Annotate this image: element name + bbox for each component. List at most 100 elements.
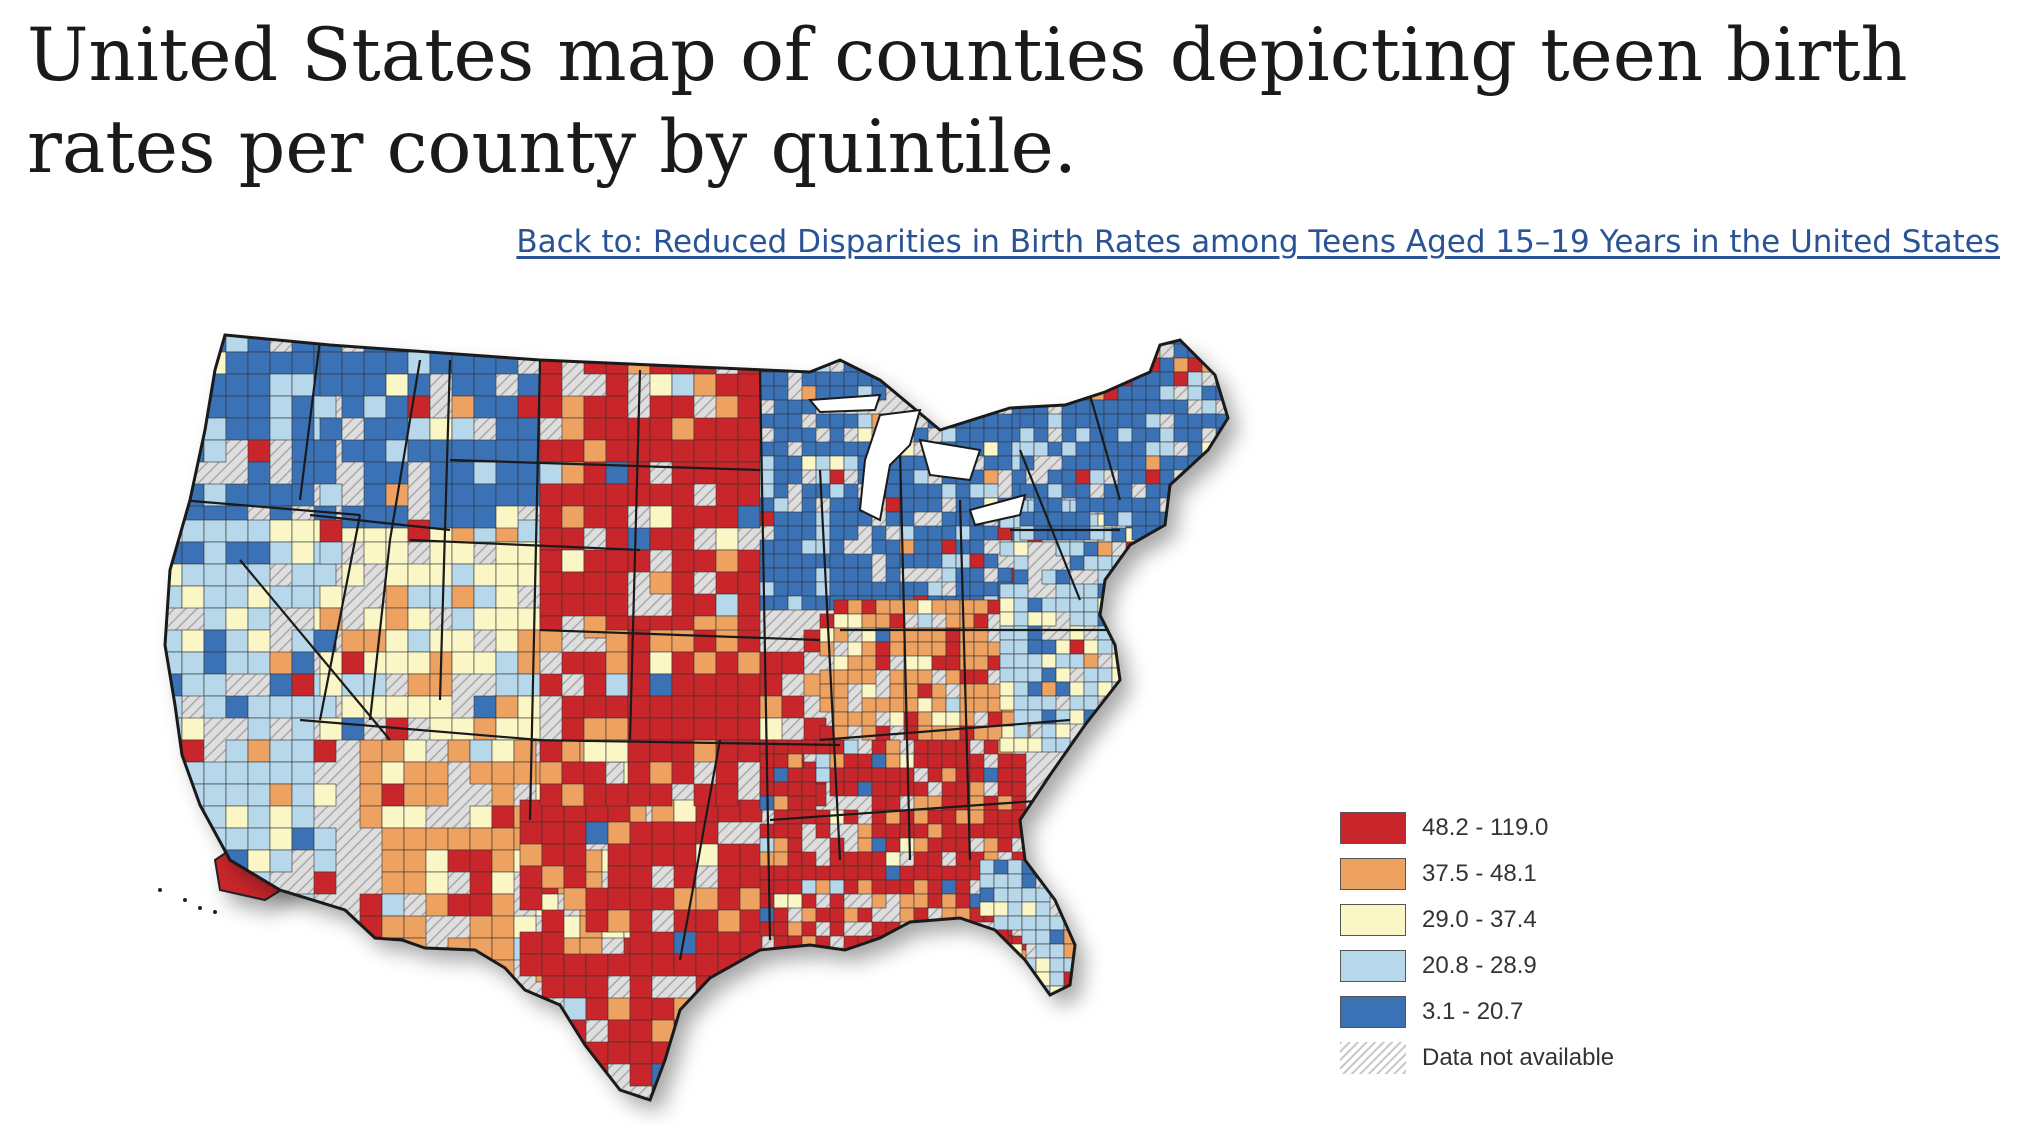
county-tile: [740, 1108, 762, 1126]
county-tile: [341, 439, 365, 463]
county-tile: [1125, 611, 1141, 627]
county-tile: [857, 553, 873, 569]
county-tile: [407, 695, 431, 719]
county-tile: [993, 887, 1009, 903]
county-tile: [203, 783, 227, 807]
county-tile: [983, 935, 999, 951]
county-tile: [718, 1108, 740, 1126]
county-tile: [899, 949, 915, 965]
back-link[interactable]: Back to: Reduced Disparities in Birth Ra…: [516, 224, 2000, 260]
county-tile: [955, 553, 971, 569]
county-tile: [1145, 497, 1161, 513]
county-tile: [715, 461, 739, 485]
choropleth-svg: [158, 333, 1230, 1126]
county-tile: [1061, 455, 1077, 471]
county-tile: [941, 767, 957, 783]
county-tile: [165, 651, 183, 675]
county-tile: [291, 585, 315, 609]
county-tile: [1013, 737, 1029, 753]
county-tile: [829, 455, 845, 471]
county-tile: [1011, 977, 1027, 993]
county-tile: [541, 909, 565, 933]
county-tile: [715, 695, 739, 719]
county-tile: [801, 851, 817, 867]
legend-label: 37.5 - 48.1: [1422, 860, 1537, 887]
county-tile: [1187, 469, 1203, 485]
county-tile: [627, 761, 651, 785]
county-tile: [451, 461, 475, 485]
county-tile: [917, 669, 933, 685]
county-tile: [363, 373, 387, 397]
county-tile: [1019, 371, 1035, 387]
county-tile: [539, 673, 563, 697]
county-tile: [739, 909, 763, 933]
county-tile: [269, 483, 293, 507]
county-tile: [1145, 385, 1161, 401]
county-tile: [627, 783, 651, 807]
county-tile: [857, 851, 873, 867]
county-tile: [913, 963, 929, 979]
county-tile: [983, 455, 999, 471]
county-tile: [979, 859, 995, 875]
county-tile: [801, 921, 817, 937]
county-tile: [1201, 335, 1217, 345]
county-tile: [715, 373, 739, 397]
county-tile: [999, 681, 1015, 697]
county-tile: [671, 695, 695, 719]
county-tile: [563, 821, 587, 845]
county-tile: [819, 725, 835, 741]
county-tile: [843, 335, 859, 345]
county-tile: [673, 1041, 697, 1065]
county-tile: [605, 527, 629, 551]
county-tile: [519, 1085, 543, 1100]
county-tile: [1117, 385, 1133, 401]
county-tile: [871, 739, 887, 755]
county-tile: [539, 593, 563, 617]
county-tile: [385, 351, 409, 375]
county-tile: [997, 441, 1013, 457]
county-tile: [1027, 681, 1043, 697]
county-tile: [225, 585, 249, 609]
county-tile: [889, 613, 905, 629]
county-tile: [381, 739, 405, 763]
county-tile: [291, 373, 315, 397]
county-tile: [561, 335, 585, 353]
county-tile: [829, 991, 845, 1007]
county-tile: [787, 525, 803, 541]
county-tile: [583, 673, 607, 697]
county-tile: [1033, 413, 1049, 429]
county-tile: [1103, 497, 1119, 513]
county-tile: [1117, 441, 1133, 457]
county-tile: [629, 887, 653, 911]
county-tile: [495, 483, 519, 507]
county-tile: [269, 805, 293, 829]
county-tile: [1159, 455, 1175, 471]
county-tile: [861, 655, 877, 671]
county-tile: [773, 963, 789, 979]
county-tile: [1069, 681, 1085, 697]
county-tile: [1173, 357, 1189, 373]
county-tile: [381, 783, 405, 807]
county-tile: [1055, 639, 1071, 655]
county-tile: [955, 963, 971, 979]
county-tile: [885, 935, 901, 951]
county-tile: [1033, 357, 1049, 373]
legend-label: Data not available: [1422, 1044, 1615, 1071]
county-tile: [759, 581, 775, 597]
county-tile: [363, 417, 387, 441]
county-tile: [1077, 915, 1093, 931]
county-tile: [1013, 653, 1029, 669]
legend-swatch: [1340, 812, 1406, 844]
county-tile: [495, 673, 519, 697]
county-tile: [225, 827, 249, 851]
county-tile: [319, 351, 343, 375]
county-tile: [629, 821, 653, 845]
county-tile: [931, 725, 947, 741]
county-tile: [607, 1019, 631, 1043]
county-tile: [165, 761, 183, 785]
county-tile: [801, 935, 817, 951]
county-tile: [927, 739, 943, 755]
county-tile: [941, 335, 957, 345]
county-tile: [843, 879, 859, 895]
county-tile: [319, 519, 343, 543]
